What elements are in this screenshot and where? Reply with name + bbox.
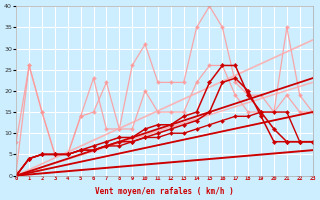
X-axis label: Vent moyen/en rafales ( km/h ): Vent moyen/en rafales ( km/h ) — [95, 187, 234, 196]
